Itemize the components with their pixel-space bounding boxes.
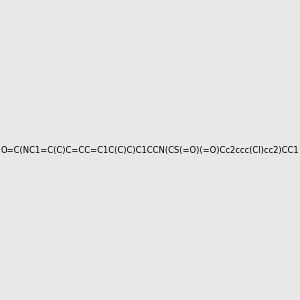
Text: O=C(NC1=C(C)C=CC=C1C(C)C)C1CCN(CS(=O)(=O)Cc2ccc(Cl)cc2)CC1: O=C(NC1=C(C)C=CC=C1C(C)C)C1CCN(CS(=O)(=O… (1, 146, 299, 154)
